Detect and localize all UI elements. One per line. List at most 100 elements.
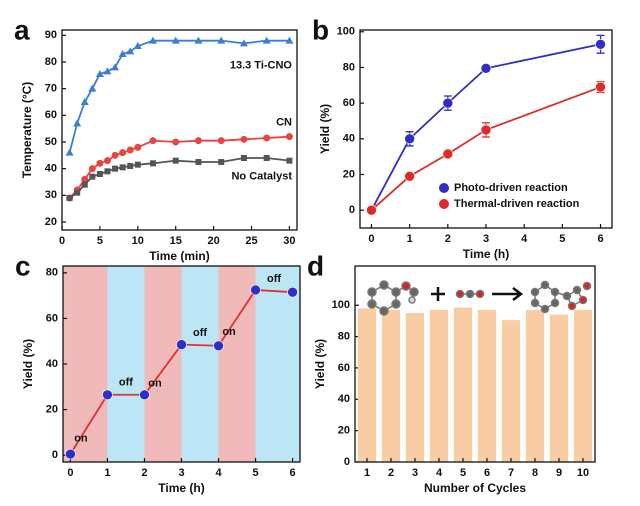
- marker: [103, 157, 111, 165]
- band-label: on: [74, 432, 88, 444]
- bar: [549, 314, 569, 462]
- x-tick-label: 2: [445, 233, 451, 245]
- x-axis-title: Time (h): [158, 481, 204, 495]
- x-tick-label: 10: [577, 467, 589, 479]
- y-tick-label: 40: [338, 393, 350, 405]
- band: [70, 266, 108, 462]
- x-tick-label: 6: [597, 233, 603, 245]
- bar: [405, 313, 425, 462]
- marker: [263, 155, 270, 161]
- marker: [127, 163, 134, 169]
- y-tick-label: 60: [45, 109, 57, 121]
- x-tick-label: 6: [290, 467, 296, 479]
- x-tick-label: 2: [141, 467, 147, 479]
- panel: 0 20 40 60 80 0 1 2 3 4 5 6 on off on off on off c Time (h)…: [15, 250, 301, 495]
- plot-frame: [62, 265, 301, 463]
- marker: [263, 134, 271, 142]
- band-label: off: [267, 273, 281, 285]
- plot-frame: [354, 265, 596, 463]
- x-tick-label: 9: [556, 467, 562, 479]
- series-line: [68, 39, 290, 153]
- marker: [148, 36, 157, 44]
- x-tick-label: 10: [132, 235, 144, 247]
- marker: [194, 137, 202, 145]
- marker: [81, 181, 88, 188]
- y-tick-label: 0: [349, 204, 355, 216]
- co2-molecule: [455, 289, 485, 299]
- marker: [104, 168, 111, 175]
- marker: [119, 149, 127, 157]
- y-tick-label: 50: [45, 136, 57, 148]
- x-tick-label: 4: [215, 467, 222, 479]
- y-tick-label: 0: [52, 449, 58, 461]
- marker: [134, 143, 142, 151]
- x-tick-label: 25: [245, 235, 257, 247]
- reaction-arrow: [492, 287, 524, 301]
- marker: [126, 47, 135, 55]
- panel: 20 30 40 50 60 70 80 90 0 5 10 15 20 25 30 13.3 Ti-CNO C…: [14, 14, 298, 263]
- marker: [218, 159, 225, 165]
- marker: [285, 36, 294, 44]
- marker: [89, 173, 96, 180]
- marker: [149, 160, 156, 167]
- marker: [134, 161, 141, 168]
- x-tick-label: 5: [97, 235, 103, 247]
- marker: [74, 189, 81, 196]
- y-tick-label: 70: [45, 83, 57, 95]
- marker: [195, 159, 202, 165]
- panel-label: a: [14, 14, 30, 45]
- marker: [65, 148, 74, 156]
- marker: [442, 97, 454, 109]
- x-tick-label: 3: [178, 467, 184, 479]
- series-line: [68, 135, 290, 199]
- x-tick-label: 15: [170, 235, 182, 247]
- x-axis-title: Number of Cycles: [424, 481, 526, 495]
- product-molecule: [530, 280, 592, 314]
- marker: [133, 42, 142, 49]
- marker: [111, 151, 119, 159]
- y-tick-label: 80: [343, 61, 355, 73]
- marker: [480, 124, 492, 136]
- marker: [172, 157, 179, 164]
- y-tick-label: 100: [337, 26, 355, 38]
- x-tick-label: 2: [388, 467, 394, 479]
- x-tick-label: 0: [368, 233, 374, 245]
- marker: [103, 67, 112, 75]
- marker: [239, 39, 248, 47]
- y-axis-title: Yield (%): [21, 339, 35, 389]
- y-tick-label: 80: [45, 56, 57, 68]
- series-label: 13.3 Ti-CNO: [230, 60, 293, 72]
- marker: [171, 36, 180, 44]
- reactant-molecule: [367, 280, 419, 316]
- marker: [88, 84, 97, 92]
- band-label: on: [148, 378, 162, 390]
- marker: [287, 286, 298, 298]
- x-tick-label: 3: [412, 467, 418, 479]
- marker: [217, 36, 226, 44]
- band: [107, 266, 145, 462]
- x-tick-label: 4: [436, 467, 443, 479]
- legend-label: Photo-driven reaction: [454, 182, 568, 194]
- bar: [429, 309, 449, 462]
- marker: [80, 98, 89, 105]
- panel: 0 20 40 60 80 100 1 2 3 4 5 6 7 8 9 10 d Number of Cycles…: [307, 250, 596, 495]
- marker: [119, 164, 126, 171]
- x-tick-label: 6: [484, 467, 490, 479]
- legend-label: Thermal-driven reaction: [454, 198, 580, 210]
- band: [144, 266, 182, 462]
- bar: [501, 320, 521, 462]
- x-tick-label: 0: [59, 235, 65, 247]
- marker: [250, 284, 261, 296]
- panel: 0 20 40 60 80 100 0 1 2 3 4 5 6 Photo-driven reaction…: [312, 14, 613, 261]
- x-tick-label: 3: [483, 233, 489, 245]
- marker: [172, 138, 180, 146]
- x-tick-label: 30: [283, 235, 295, 247]
- y-tick-label: 40: [45, 163, 57, 175]
- legend-marker: [439, 199, 449, 209]
- marker: [442, 148, 454, 160]
- x-tick-label: 7: [508, 467, 514, 479]
- band-label: off: [193, 327, 207, 339]
- bar: [453, 307, 473, 462]
- bar: [525, 309, 545, 462]
